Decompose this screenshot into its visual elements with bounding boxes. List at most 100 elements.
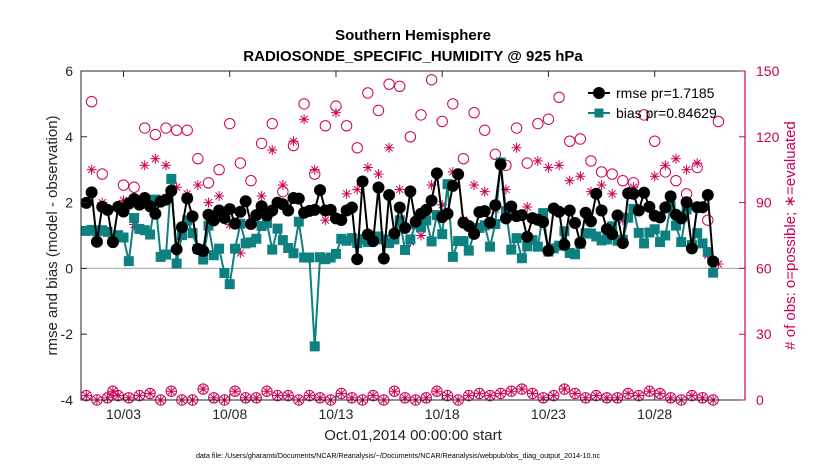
bias-point [447,251,458,262]
possible-obs-point [250,392,262,404]
evaluated-obs-point [479,186,490,197]
rmse-point [244,217,257,230]
rmse-point [197,244,210,257]
possible-obs-point [617,174,629,187]
rmse-point [430,167,443,180]
rmse-point [505,200,518,213]
possible-obs-point [574,133,587,145]
bias-point [160,249,171,260]
possible-obs-point [558,383,571,395]
evaluated-obs-point [681,164,692,175]
rmse-point [229,217,242,230]
evaluated-obs-point [102,392,113,403]
possible-obs-point [569,387,581,400]
rmse-point [223,203,236,216]
rmse-point [377,252,390,265]
rmse-point [584,215,597,228]
rmse-point [425,194,438,207]
bias-point [219,268,230,279]
bias-point [267,244,278,255]
evaluated-obs-point [421,392,432,403]
rmse-point [106,236,119,249]
evaluated-obs-point [463,390,474,401]
possible-obs-point [144,387,156,400]
rmse-point [388,227,401,240]
rmse-point [420,203,433,216]
evaluated-obs-point [315,392,326,403]
bias-point [224,279,235,290]
evaluated-obs-point [633,390,644,401]
possible-obs-point [510,122,523,134]
rmse-point [638,186,651,199]
rmse-point [494,158,507,171]
evaluated-obs-point [548,390,559,401]
possible-obs-point [468,106,480,119]
possible-obs-point [564,135,576,147]
bias-point [692,228,703,239]
bias-point [437,229,448,240]
bias-point [485,241,496,252]
possible-obs-point [213,164,225,176]
rmse-point [701,189,714,202]
rmse-point [383,189,396,202]
bias-point [676,237,687,248]
bias-point [702,246,713,257]
bias-point [304,252,315,263]
possible-obs-point [633,389,645,402]
rmse-point [324,203,337,216]
possible-obs-point [420,392,432,404]
bias-point [171,258,182,269]
rmse-point [170,243,183,256]
possible-obs-point [160,122,172,134]
possible-obs-point [314,392,326,404]
bias-point [208,250,219,261]
evaluated-obs-point [373,169,384,180]
possible-obs-point [202,177,215,189]
bias-point [660,230,671,241]
rmse-point [664,190,677,203]
rmse-point [308,203,321,216]
rmse-point [367,235,380,248]
possible-obs-point [404,131,417,143]
evaluated-obs-point [538,392,549,403]
rmse-point [234,205,247,218]
possible-obs-point [457,153,470,165]
evaluated-obs-point [511,142,522,153]
rmse-point [563,204,576,217]
x-tick-label: 10/23 [531,406,566,422]
rmse-point [441,207,454,220]
evaluated-obs-point [309,164,320,175]
possible-obs-point [282,389,294,402]
rmse-point [542,244,555,257]
evaluated-obs-point [272,390,283,401]
y-tick-label: -4 [61,392,74,408]
bias-point [458,236,469,247]
evaluated-obs-point [559,384,570,395]
x-tick-label: 10/13 [318,406,353,422]
possible-obs-point [606,168,618,180]
bias-point [145,229,156,240]
bias-point [570,249,581,260]
possible-obs-point [654,387,666,400]
rmse-point [351,253,364,266]
y-right-axis-label: # of obs: o=possible; ∗=evaluated [782,121,799,350]
legend-bias-marker [594,108,604,118]
chart-title: Southern Hemisphere [335,27,491,44]
y-tick-label: -2 [61,326,74,342]
bias-point [633,227,644,238]
evaluated-obs-point [145,388,156,399]
possible-obs-point [415,109,427,121]
rmse-point [282,204,295,217]
possible-obs-point [585,155,597,167]
rmse-point [90,235,103,248]
bias-point [400,244,411,255]
possible-obs-point [521,157,533,169]
y-axis-label: rmse and bias (model - observation) [44,115,61,355]
bias-point [293,216,304,227]
evaluated-obs-point [591,390,602,401]
evaluated-obs-point [697,392,708,403]
evaluated-obs-point [86,164,97,175]
y-tick-label: 0 [65,260,73,276]
evaluated-obs-point [485,390,496,401]
